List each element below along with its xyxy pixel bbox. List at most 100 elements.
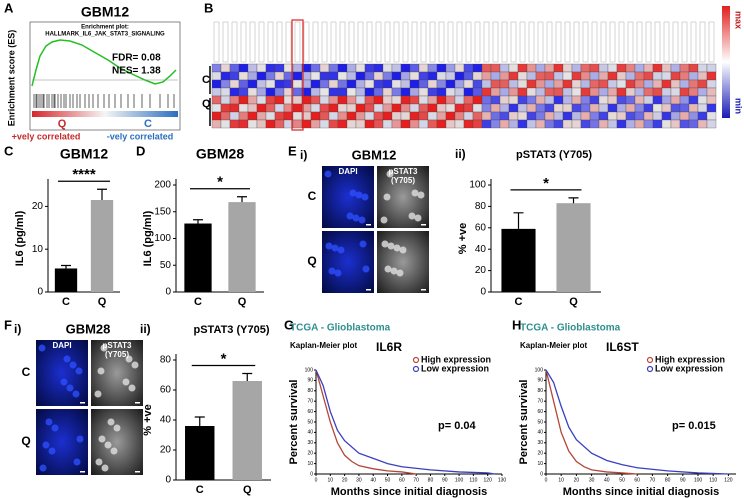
y-axis-label: IL6 (pg/ml) [142,210,154,266]
heatmap-cell [580,71,591,81]
heatmap-cell [616,63,627,73]
column-label: pSTAT3 [102,341,132,350]
gene-header [393,21,400,63]
heatmap-cell [337,87,348,97]
heatmap-cell [499,87,510,97]
gene-header [447,21,454,63]
error-bar [97,188,107,200]
heatmap-cell [220,63,231,73]
legend-marker [412,356,420,364]
heatmap-cell [436,63,447,73]
heatmap-cell [364,71,375,81]
x-axis-label: Months since initial diagnosis [331,486,487,498]
heatmap-cell [517,87,528,97]
heatmap-cell [436,79,447,89]
heatmap-cell [247,71,258,81]
heatmap-cell [463,119,474,129]
sub-label: i) [14,322,21,336]
heatmap-cell [364,79,375,89]
heatmap-cell [292,95,303,105]
y-axis-label: IL6 (pg/ml) [14,210,26,266]
significance: * [221,350,227,367]
heatmap-cell [562,79,573,89]
gsea-title: GBM12 [81,4,129,20]
x-tick-label: 80 [665,477,671,483]
gene-header [627,21,634,63]
heatmap-cell [499,103,510,113]
gene-header [663,21,670,63]
chart-title: IL6R [376,340,402,354]
heatmap-cell [463,79,474,89]
heatmap-cell [328,111,339,121]
heatmap-cell [607,63,618,73]
heatmap-cell [490,95,501,105]
heatmap-cell [598,111,609,121]
heatmap-cell [220,103,231,113]
heatmap-cell [526,103,537,113]
heatmap-cell [409,103,420,113]
heatmap-cell [697,103,708,113]
heatmap-cell [697,63,708,73]
fdr-label: FDR= 0.08 [112,53,161,64]
heatmap-cell [625,111,636,121]
heatmap-cell [580,95,591,105]
heatmap-cell [247,79,258,89]
cell [122,378,130,386]
heatmap-cell [589,119,600,129]
gene-header [708,21,715,63]
heatmap-cell [517,111,528,121]
heatmap-cell [499,79,510,89]
scale-bar [366,224,371,226]
row-label: C [22,365,31,379]
heatmap-cell [571,103,582,113]
heatmap-cell [274,119,285,129]
heatmap-cell [472,95,483,105]
heatmap-cell [256,119,267,129]
gene-header [537,21,544,63]
heatmap-cell [652,95,663,105]
heatmap-cell [238,111,249,121]
heatmap-cell [400,71,411,81]
heatmap-cell [535,63,546,73]
heatmap-cell [256,79,267,89]
heatmap-cell [292,71,303,81]
x-tick-label: C [515,296,523,308]
heatmap-cell [706,79,717,89]
heatmap-cell [355,63,366,73]
error-bar [193,219,203,224]
heatmap-cell [697,79,708,89]
cell [408,212,416,220]
heatmap-cell [643,71,654,81]
heatmap-cell [517,103,528,113]
heatmap-cell [427,87,438,97]
heatmap-cell [256,63,267,73]
cell [396,269,404,277]
cell [346,212,354,220]
cell [125,355,133,363]
gene-header [330,21,337,63]
heatmap-cell [391,79,402,89]
x-tick-label: Q [238,296,247,308]
heatmap-cell [616,71,627,81]
gene-header [375,21,382,63]
cell [72,390,80,398]
cell [380,216,388,224]
heatmap-cell [310,95,321,105]
heatmap-cell [319,119,330,129]
y-tick-label: 40 [537,430,543,436]
heatmap-cell [346,79,357,89]
heatmap-cell [391,111,402,121]
heatmap-cell [409,87,420,97]
micrograph-image [322,231,374,293]
heatmap-cell [211,103,222,113]
heatmap-cell [310,119,321,129]
bar [90,199,114,292]
heatmap-cell [670,79,681,89]
gene-header [681,21,688,63]
heatmap-cell [598,87,609,97]
cell [390,267,398,275]
heatmap-cell [319,103,330,113]
heatmap-cell [652,111,663,121]
gene-header [276,21,283,63]
heatmap-cell [355,87,366,97]
